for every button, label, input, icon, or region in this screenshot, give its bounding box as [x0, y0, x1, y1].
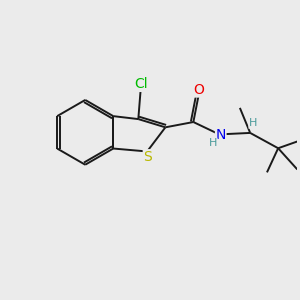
- Text: H: H: [249, 118, 257, 128]
- Text: O: O: [193, 83, 204, 97]
- Text: H: H: [208, 138, 217, 148]
- Text: S: S: [143, 150, 152, 164]
- Text: N: N: [216, 128, 226, 142]
- Text: Cl: Cl: [134, 77, 148, 91]
